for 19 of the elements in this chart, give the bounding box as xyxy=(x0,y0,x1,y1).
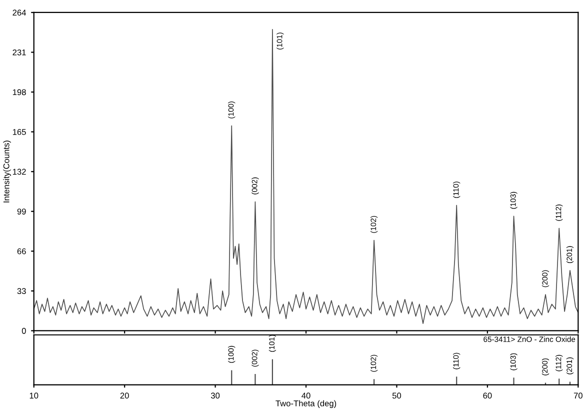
y-axis-title: Intensity(Counts) xyxy=(3,140,11,202)
x-axis-title: Two-Theta (deg) xyxy=(276,400,336,408)
y-tick-label: 231 xyxy=(12,49,26,56)
y-tick-label: 66 xyxy=(17,248,26,254)
y-tick-label: 0 xyxy=(22,328,26,334)
x-tick-label: 30 xyxy=(210,392,220,399)
x-tick-label: 40 xyxy=(302,392,310,399)
x-tick-label: 20 xyxy=(120,392,129,399)
x-tick-label: 50 xyxy=(392,392,402,399)
y-tick-label: 165 xyxy=(12,129,26,135)
x-tick-label: 10 xyxy=(30,392,38,399)
y-tick-label: 132 xyxy=(12,168,26,175)
y-tick-label: 99 xyxy=(17,208,26,214)
line-series xyxy=(34,28,578,324)
y-tick-label: 264 xyxy=(12,10,26,16)
y-tick-label: 33 xyxy=(17,288,26,294)
x-tick-label: 60 xyxy=(483,392,492,399)
y-tick-label: 198 xyxy=(12,89,26,96)
x-tick-label: 70 xyxy=(574,392,582,399)
